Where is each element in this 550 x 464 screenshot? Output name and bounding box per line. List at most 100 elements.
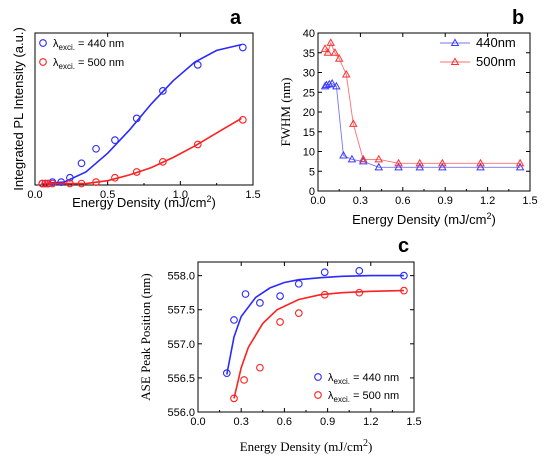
- y-tick-label-b-2: 10: [303, 147, 315, 159]
- point-a-1-8: [132, 168, 141, 176]
- x-tick-label-a-2: 1.0: [173, 189, 188, 201]
- point-a-0-4: [57, 178, 66, 186]
- y-tick-label-b-0: 0: [309, 186, 315, 198]
- point-a-1-10: [193, 140, 202, 149]
- marks-a: [38, 43, 247, 188]
- x-tick-label-c-3: 0.9: [320, 416, 335, 428]
- point-a-1-7: [111, 173, 119, 182]
- y-axis-label-b: FWHM (nm): [278, 78, 293, 147]
- panel-c: c 0.0 0.3 0.6 0.9 1.2 1.5 556.0 556.5 557.0 557.5…: [138, 235, 422, 454]
- x-tick-label-b-5: 1.5: [522, 195, 537, 207]
- point-b-1-3: [330, 48, 340, 56]
- point-c-0-4: [276, 292, 284, 300]
- x-tick-label-c-0: 0.0: [190, 416, 205, 428]
- point-c-0-0: [222, 369, 231, 377]
- legend-marker-c-1: [314, 391, 322, 399]
- ticks-b: 0.0 0.3 0.6 0.9 1.2 1.5 0 5 10 15 20 25 30 35 40: [303, 28, 538, 207]
- point-c-0-6: [320, 268, 329, 277]
- point-a-0-11: [193, 60, 202, 69]
- point-a-0-12: [238, 43, 247, 52]
- point-b-1-7: [358, 154, 368, 163]
- panel-letter-c: c: [398, 235, 409, 257]
- point-b-0-12: [476, 162, 485, 171]
- y-tick-label-c-2: 557.0: [167, 339, 195, 351]
- plot-frame-a: [34, 32, 254, 186]
- legend-label-b-1: 500nm: [476, 54, 516, 69]
- point-b-1-4: [334, 54, 344, 62]
- point-c-1-5: [320, 290, 329, 299]
- fit-line-c-0: [226, 274, 404, 375]
- x-tick-label-b-2: 0.6: [395, 195, 410, 207]
- point-b-1-9: [394, 158, 403, 167]
- point-b-0-8: [374, 162, 384, 171]
- series-line-b-0: [324, 83, 521, 168]
- x-tick-label-c-2: 0.6: [277, 416, 292, 428]
- panel-letter-b: b: [512, 7, 524, 29]
- y-tick-label-b-8: 40: [303, 28, 315, 40]
- y-tick-label-b-1: 5: [309, 166, 315, 178]
- point-a-0-9: [132, 114, 141, 123]
- legend-marker-b-0: [450, 38, 460, 47]
- x-tick-label-a-0: 0.0: [27, 189, 42, 201]
- point-b-1-6: [349, 119, 358, 127]
- point-c-0-5: [294, 279, 303, 288]
- x-tick-label-b-1: 0.3: [353, 195, 368, 207]
- point-b-0-13: [515, 162, 525, 171]
- point-b-1-2: [326, 38, 335, 46]
- point-a-1-5: [77, 179, 86, 188]
- legend-label-c-1: λexci. = 500 nm: [328, 390, 399, 404]
- x-axis-label-c: Energy Density (mJ/cm2): [240, 438, 373, 454]
- point-b-1-0: [320, 44, 330, 52]
- point-a-0-5: [66, 173, 74, 182]
- legend-c: λexci. = 440 nm λexci. = 500 nm: [314, 372, 399, 404]
- point-b-1-10: [415, 158, 425, 167]
- legend-b: 440nm 500nm: [440, 35, 516, 69]
- y-tick-label-b-7: 35: [303, 48, 315, 60]
- point-b-0-11: [438, 162, 447, 171]
- x-ticks-a: 0.0 0.5 1.0 1.5: [27, 33, 261, 201]
- x-tick-label-c-5: 1.5: [406, 416, 421, 428]
- y-tick-label-b-6: 30: [303, 68, 315, 80]
- point-b-0-1: [322, 80, 331, 89]
- point-c-1-2: [256, 363, 264, 372]
- x-tick-label-b-4: 1.2: [480, 195, 495, 207]
- legend-label-a-0: λexci. = 440 nm: [53, 38, 124, 52]
- y-axis-label-a: Integrated PL Intensity (a.u.): [11, 27, 26, 191]
- point-b-1-12: [476, 158, 485, 167]
- x-tick-label-a-3: 1.5: [245, 189, 260, 201]
- y-tick-label-b-3: 15: [303, 127, 315, 139]
- point-a-1-3: [48, 179, 57, 188]
- y-tick-label-b-4: 20: [303, 107, 315, 119]
- x-tick-label-c-1: 0.3: [234, 416, 249, 428]
- legend-a: λexci. = 440 nm λexci. = 500 nm: [39, 38, 124, 71]
- point-c-0-2: [241, 290, 250, 298]
- point-a-1-9: [159, 157, 167, 166]
- y-tick-label-c-4: 558.0: [167, 271, 195, 283]
- point-c-1-1: [240, 376, 248, 384]
- marks-b: [320, 38, 525, 171]
- point-b-0-2: [325, 79, 334, 88]
- legend-marker-a-0: [39, 39, 47, 47]
- y-axis-label-c: ASE Peak Position (nm): [138, 273, 153, 400]
- point-b-0-7: [358, 156, 368, 165]
- point-b-1-8: [374, 154, 384, 163]
- point-a-1-2: [44, 179, 52, 188]
- legend-label-c-0: λexci. = 440 nm: [328, 372, 399, 386]
- x-tick-label-b-3: 0.9: [438, 195, 453, 207]
- point-c-1-0: [230, 394, 238, 403]
- legend-marker-c-0: [314, 373, 322, 381]
- point-b-0-5: [339, 150, 348, 159]
- point-b-1-1: [323, 48, 333, 56]
- x-tick-label-c-4: 1.2: [363, 416, 378, 428]
- point-a-1-4: [66, 179, 74, 188]
- point-c-1-7: [400, 286, 408, 295]
- point-b-1-13: [515, 158, 525, 167]
- point-a-0-8: [111, 136, 119, 144]
- y-tick-label-c-0: 556.0: [167, 407, 195, 419]
- panel-letter-a: a: [230, 7, 242, 29]
- point-a-1-0: [38, 179, 47, 188]
- point-b-0-10: [415, 162, 425, 171]
- point-b-1-11: [438, 158, 447, 167]
- legend-marker-b-1: [450, 57, 460, 66]
